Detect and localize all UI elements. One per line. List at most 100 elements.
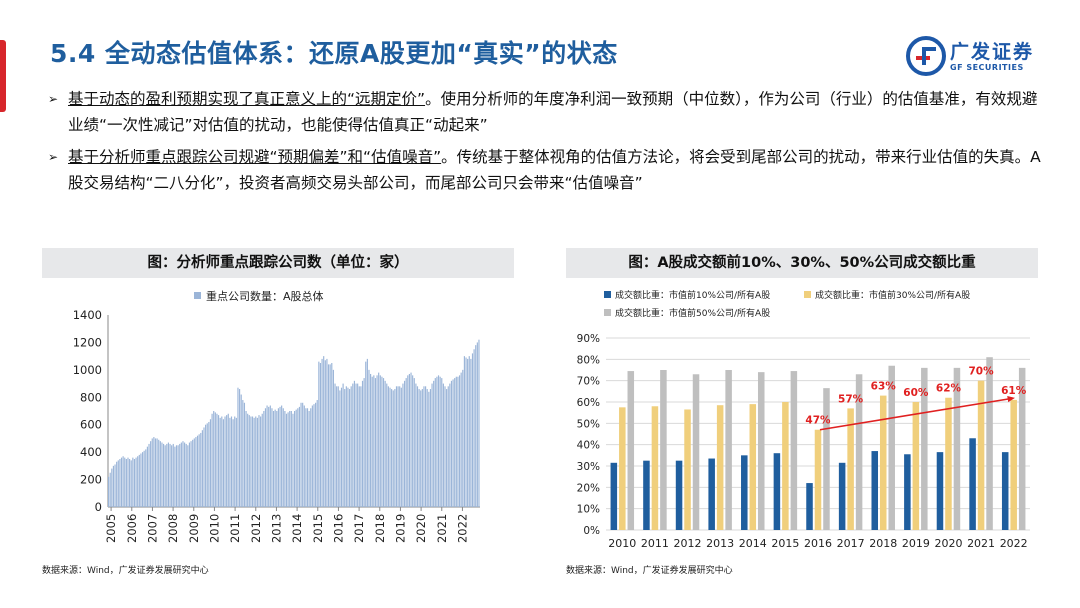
count-bar bbox=[175, 445, 178, 507]
y-tick-label: 400 bbox=[80, 445, 102, 459]
count-bar bbox=[408, 373, 410, 507]
count-bar bbox=[340, 387, 343, 507]
share-bar bbox=[610, 462, 618, 530]
x-tick-label: 2022 bbox=[1000, 537, 1028, 550]
company-count-chart: 重点公司数量：A股总体 0 200 400 600 800 1000 1200 1400 2005… bbox=[73, 289, 480, 543]
share-bar bbox=[953, 367, 961, 530]
y-tick-label: 10% bbox=[577, 504, 600, 516]
count-bar bbox=[433, 380, 435, 507]
count-bar bbox=[227, 413, 229, 507]
legend-label: 成交额比重：市值前50%公司/所有A股 bbox=[615, 307, 770, 319]
legend-label: 重点公司数量：A股总体 bbox=[206, 289, 324, 303]
count-bar bbox=[158, 439, 160, 507]
share-bar bbox=[716, 405, 724, 530]
count-bar bbox=[360, 386, 362, 507]
count-bar bbox=[148, 443, 150, 507]
count-bar bbox=[319, 363, 322, 507]
count-bar bbox=[232, 419, 234, 507]
count-bar bbox=[452, 379, 454, 507]
count-bar bbox=[276, 411, 278, 507]
count-bar bbox=[308, 411, 310, 507]
y-tick-label: 1400 bbox=[73, 308, 102, 322]
count-bar bbox=[154, 438, 157, 507]
legend-label: 成交额比重：市值前10%公司/所有A股 bbox=[615, 289, 770, 301]
count-bar bbox=[145, 449, 147, 507]
count-bar bbox=[234, 416, 236, 507]
x-tick-label: 2009 bbox=[187, 514, 201, 543]
x-tick-label: 2005 bbox=[104, 514, 118, 543]
count-bar bbox=[476, 342, 478, 507]
count-bar bbox=[229, 417, 231, 507]
count-bar bbox=[127, 457, 129, 507]
count-bar bbox=[116, 461, 118, 507]
count-bar bbox=[428, 391, 430, 507]
count-bar bbox=[327, 364, 330, 507]
count-bar bbox=[143, 450, 145, 507]
x-tick-label: 2018 bbox=[373, 514, 387, 543]
count-bar bbox=[245, 411, 247, 507]
count-bar bbox=[287, 412, 289, 507]
count-bar bbox=[450, 380, 453, 507]
count-bar bbox=[112, 465, 115, 507]
y-tick-label: 50% bbox=[577, 418, 600, 430]
arrow-bullet-icon: ➢ bbox=[48, 150, 59, 164]
count-bar bbox=[303, 405, 305, 507]
count-bar bbox=[133, 459, 136, 507]
count-bar bbox=[478, 339, 480, 507]
count-bar bbox=[457, 376, 459, 507]
count-bar bbox=[437, 375, 440, 507]
count-bar bbox=[289, 411, 291, 507]
x-tick-label: 2016 bbox=[804, 537, 832, 550]
count-bar bbox=[206, 423, 208, 507]
share-bar bbox=[1001, 452, 1009, 530]
count-bar bbox=[198, 434, 200, 507]
share-bar bbox=[912, 402, 920, 530]
count-bar bbox=[391, 389, 393, 507]
count-bar bbox=[135, 457, 137, 507]
count-bar bbox=[230, 416, 233, 507]
x-tick-label: 2008 bbox=[166, 514, 180, 543]
share-bar bbox=[708, 458, 715, 530]
arrow-bullet-icon: ➢ bbox=[48, 92, 59, 106]
count-bar bbox=[444, 386, 446, 507]
count-bar bbox=[467, 358, 469, 507]
count-bar bbox=[217, 415, 220, 507]
count-bar bbox=[120, 457, 123, 507]
y-tick-label: 1200 bbox=[73, 335, 102, 349]
legend-label: 成交额比重：市值前30%公司/所有A股 bbox=[815, 289, 970, 301]
count-bar bbox=[339, 390, 341, 507]
count-bar bbox=[357, 383, 359, 507]
legend-swatch bbox=[194, 292, 201, 299]
count-bar bbox=[395, 386, 398, 507]
share-bar bbox=[782, 402, 789, 530]
y-tick-label: 60% bbox=[577, 397, 600, 409]
count-bar bbox=[174, 446, 176, 507]
count-bar bbox=[371, 376, 373, 507]
x-tick-label: 2014 bbox=[290, 514, 304, 543]
count-bar bbox=[431, 383, 433, 507]
share-bar bbox=[936, 452, 944, 530]
count-bar bbox=[209, 419, 212, 507]
x-tick-label: 2012 bbox=[674, 537, 702, 550]
count-bar bbox=[166, 443, 168, 507]
count-bar bbox=[125, 459, 127, 507]
count-bar bbox=[397, 386, 399, 507]
share-bar bbox=[969, 438, 976, 530]
count-bar bbox=[184, 442, 186, 507]
count-bar bbox=[410, 372, 412, 507]
count-bar bbox=[379, 375, 381, 507]
count-bar bbox=[295, 409, 297, 507]
x-tick-label: 2010 bbox=[608, 537, 636, 550]
count-bar bbox=[373, 375, 375, 507]
count-bar bbox=[405, 378, 407, 507]
count-bar bbox=[253, 417, 255, 507]
gf-logo-icon bbox=[906, 36, 946, 76]
count-bar bbox=[185, 443, 187, 507]
count-bar bbox=[271, 408, 273, 507]
bullet-list: ➢ 基于动态的盈利预期实现了真正意义上的“远期定价”。使用分析师的年度净利润一致… bbox=[48, 86, 1048, 202]
count-bar bbox=[334, 383, 336, 507]
right-chart-source: 数据来源：Wind，广发证券发展研究中心 bbox=[566, 566, 733, 576]
x-tick-label: 2019 bbox=[902, 537, 930, 550]
y-tick-label: 20% bbox=[577, 482, 600, 494]
count-bar bbox=[195, 437, 197, 507]
